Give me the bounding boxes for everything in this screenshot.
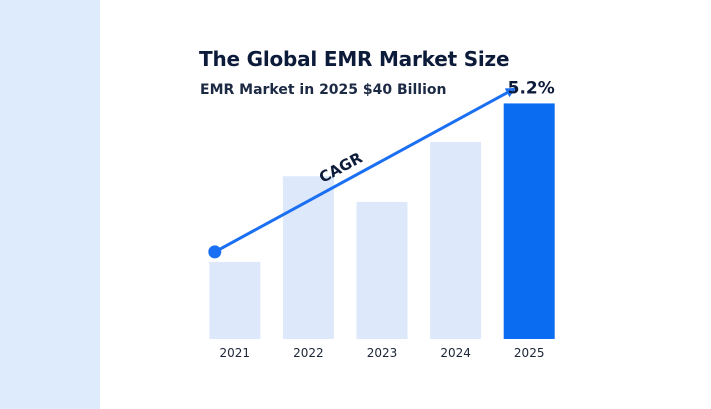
x-tick-2024: 2024 [440,346,471,360]
cagr-label: CAGR [316,148,366,186]
bar-2021 [209,261,261,339]
bar-2023 [356,201,408,339]
chart-title: The Global EMR Market Size [199,47,510,71]
x-tick-2021: 2021 [220,346,251,360]
x-tick-2025: 2025 [514,346,545,360]
x-tick-2023: 2023 [367,346,398,360]
cagr-start-dot [208,245,222,259]
growth-rate-label: 5.2% [508,78,555,98]
bar-group [209,103,555,340]
x-tick-2022: 2022 [293,346,324,360]
x-tick-labels: 2021 2022 2023 2024 2025 [220,346,545,360]
bar-2024 [430,141,482,339]
chart-subtitle: EMR Market in 2025 $40 Billion [200,82,447,98]
bar-2025 [503,103,555,340]
side-band [0,0,100,409]
cagr-trend-arrow [213,87,516,254]
bar-2022 [282,176,334,339]
